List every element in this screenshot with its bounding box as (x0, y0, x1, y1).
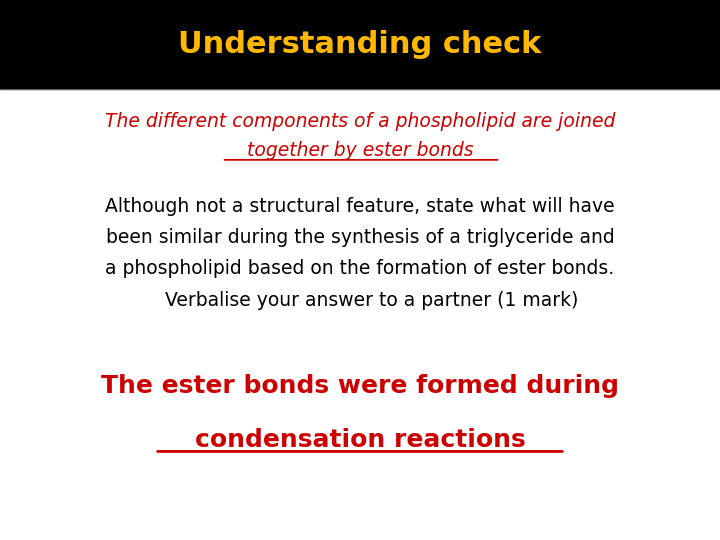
FancyBboxPatch shape (0, 0, 720, 89)
Text: The different components of a phospholipid are joined: The different components of a phospholip… (105, 112, 615, 131)
Text: Understanding check: Understanding check (179, 30, 541, 59)
Text: condensation reactions: condensation reactions (194, 428, 526, 452)
Text: Although not a structural feature, state what will have: Although not a structural feature, state… (105, 197, 615, 216)
Text: Verbalise your answer to a partner (1 mark): Verbalise your answer to a partner (1 ma… (141, 291, 579, 310)
Text: a phospholipid based on the formation of ester bonds.: a phospholipid based on the formation of… (105, 259, 615, 279)
Text: been similar during the synthesis of a triglyceride and: been similar during the synthesis of a t… (106, 228, 614, 247)
Text: The ester bonds were formed during: The ester bonds were formed during (101, 374, 619, 398)
Text: together by ester bonds: together by ester bonds (247, 140, 473, 160)
